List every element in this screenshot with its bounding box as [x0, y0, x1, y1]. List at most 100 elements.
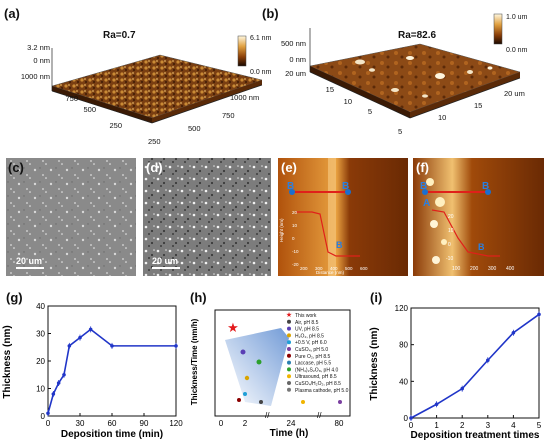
panel-label-a: (a) [4, 6, 20, 21]
sem-d-image [143, 158, 271, 276]
chart-i-y-tick-label: 40 [399, 377, 408, 386]
chart-i-x-tick-label: 3 [486, 421, 491, 430]
chart-i-data-point [486, 358, 490, 363]
chart-h-legend-marker [287, 333, 291, 338]
afm-e-x-axis: Distance (nm) [316, 270, 345, 275]
image-row: 20 um 20 um B B B Height (nm) 20 10 0 -1… [6, 158, 544, 276]
afm-b-x-10: 10 [438, 113, 446, 122]
chart-h-legend-label: CuSO₄, pH 5.0 [295, 347, 328, 353]
afm-a-z-mid: 0 nm [33, 56, 50, 65]
chart-i-ylabel: Thickness (nm) [369, 327, 380, 400]
panel-label-h: (h) [190, 290, 207, 305]
chart-g-y-tick-label: 10 [36, 385, 45, 394]
afm-f-y-tick: 0 [448, 242, 451, 248]
afm-e-x-tick: 600 [360, 266, 368, 271]
chart-i-x-tick-label: 5 [537, 421, 542, 430]
chart-i-data-point [409, 416, 413, 420]
afm-b-z-top: 500 nm [281, 39, 306, 48]
afm-b-x-20: 20 um [504, 89, 525, 98]
chart-i-data-point [537, 312, 541, 317]
chart-i-data-point [511, 330, 516, 335]
afm-f-marker-left: B [420, 181, 427, 192]
chart-h-point [237, 398, 241, 402]
afm-e-x-tick: 500 [345, 266, 353, 271]
chart-h-legend-label: +0.5 V, pH 6.0 [295, 340, 327, 346]
panel-label-g: (g) [6, 290, 23, 305]
afm-f-y-tick: -10 [446, 256, 453, 262]
chart-h-legend-label: UV, pH 8.5 [295, 327, 319, 333]
chart-g-y-tick-label: 0 [41, 412, 46, 421]
chart-g-data-point [56, 381, 61, 385]
afm-b-y-10: 10 [344, 97, 352, 106]
chart-i-data-point [460, 386, 464, 391]
chart-i-x-tick-label: 4 [511, 421, 516, 430]
chart-g-x-tick-label: 60 [108, 419, 117, 428]
afm-a-y-1000: 1000 nm [21, 72, 50, 81]
afm-a-y-500: 500 [83, 105, 96, 114]
afm-b-ra: Ra=82.6 [398, 30, 437, 41]
chart-i-series-line [410, 313, 540, 419]
afm-f-marker-dot-right [485, 189, 491, 195]
afm-f-y-tick: 20 [448, 214, 454, 220]
afm-b-z-mid: 0 nm [289, 55, 306, 64]
panel-label-b: (b) [262, 6, 279, 21]
chart-i-xlabel: Deposition treatment times [411, 430, 540, 441]
afm-a-scale-min: 0.0 nm [250, 69, 272, 76]
afm-b-y-15: 15 [326, 85, 334, 94]
chart-h-legend-marker: ★ [286, 311, 292, 319]
chart-h-legend-marker [287, 374, 291, 379]
afm-b-scale-min: 0.0 nm [506, 47, 528, 54]
chart-g-data-point [78, 335, 82, 340]
afm-e-marker-dot-right [345, 189, 351, 195]
afm-b-x-5: 5 [398, 127, 402, 136]
afm-f-height-profile [431, 209, 500, 257]
afm-a-scale-max: 6.1 nm [250, 35, 272, 42]
sem-d-scale-label: 20 um [152, 256, 178, 266]
chart-h-legend-label: Laccase, pH 5.5 [295, 361, 331, 367]
chart-h-point [301, 400, 305, 404]
chart-i-frame [410, 307, 540, 419]
chart-h-legend-marker [287, 319, 291, 324]
afm-f-marker-dot [422, 189, 428, 195]
afm-e-y-tick: 20 [292, 210, 298, 215]
chart-h-legend-label: Plasma cathode, pH 5.0 [295, 388, 349, 394]
afm-3d-panels: Ra=0.7 3.2 nm 0 nm 1000 nm 750 500 250 2… [21, 13, 528, 146]
chart-h-legend-label: Air, pH 8.5 [295, 320, 319, 326]
chart-g-data-point [46, 411, 50, 416]
chart-h-point [259, 400, 263, 404]
chart-h-point [240, 349, 246, 355]
chart-h-x-tick: 80 [335, 419, 344, 428]
afm-a-x-250: 250 [148, 137, 161, 146]
chart-g-data-point [88, 327, 93, 332]
afm-e-x-tick: 400 [330, 266, 338, 271]
afm-e-marker-left: B [287, 181, 294, 192]
chart-h-xlabel: Time (h) [270, 428, 309, 439]
panel-label-f: (f) [416, 160, 429, 175]
chart-g-ylabel: Thickness (nm) [2, 325, 13, 398]
chart-i-data-point [434, 402, 439, 407]
panel-label-i: (i) [370, 290, 383, 305]
sem-c-image [6, 158, 136, 276]
chart-g-x-tick-label: 0 [46, 419, 51, 428]
afm-f-marker-a: A [423, 198, 430, 209]
chart-g-data-point [67, 344, 72, 348]
chart-h-legend-label: Pure O₂, pH 8.5 [295, 354, 331, 360]
afm-a-ra: Ra=0.7 [103, 30, 136, 41]
afm-f-x-tick: 300 [488, 266, 497, 272]
chart-i-x-tick-label: 2 [460, 421, 465, 430]
chart-h-legend-label: H₂O₂, pH 8.5 [295, 333, 324, 339]
afm-b-color-scale [493, 13, 503, 45]
chart-g-x-tick-label: 30 [76, 419, 85, 428]
afm-e-x-tick: 200 [300, 266, 308, 271]
panel-label-d: (d) [146, 160, 163, 175]
afm-a-color-scale [237, 35, 247, 67]
afm-b-y-5: 5 [368, 107, 372, 116]
afm-f-x-tick: 400 [506, 266, 515, 272]
chart-h-point [256, 359, 262, 365]
chart-h-point [243, 392, 247, 396]
afm-e-marker-right: B [342, 181, 349, 192]
afm-a-z-top: 3.2 nm [27, 43, 50, 52]
afm-a-x-750: 750 [222, 111, 235, 120]
chart-h-axis-break: // [265, 411, 270, 420]
afm-e-height-profile [296, 211, 360, 257]
